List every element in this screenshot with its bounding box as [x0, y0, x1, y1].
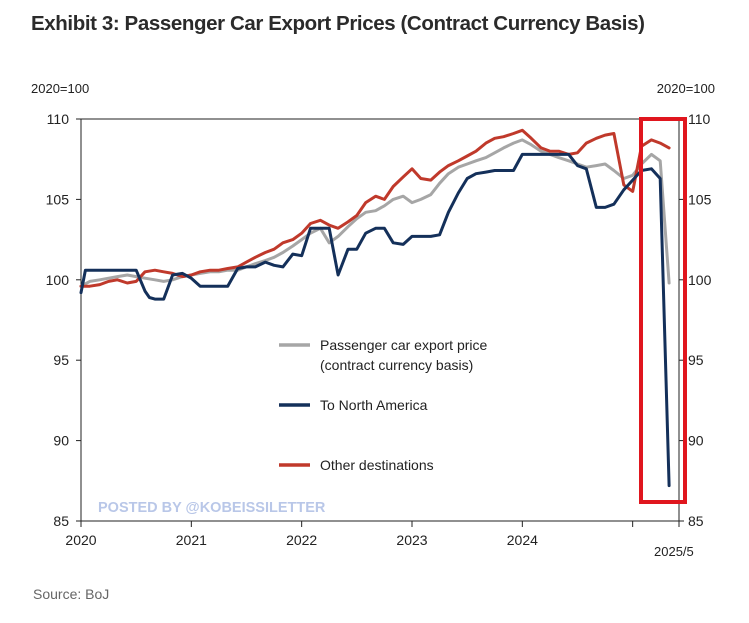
x-tick-label: 2024 [507, 532, 538, 548]
y-tick-label-left: 95 [53, 352, 69, 368]
legend-label-export-price: Passenger car export price (contract cur… [320, 337, 491, 373]
y-tick-label-right: 95 [688, 352, 704, 368]
legend-label-north-america: To North America [320, 397, 428, 413]
y-tick-label-left: 85 [53, 513, 69, 529]
plot-frame [80, 118, 680, 522]
legend-label-other: Other destinations [320, 457, 434, 473]
highlight-box [639, 117, 687, 504]
y-tick-label-left: 105 [46, 191, 70, 207]
y-tick-label-left: 90 [53, 433, 69, 449]
y-tick-label-right: 105 [688, 191, 712, 207]
watermark: POSTED BY @KOBEISSILETTER [98, 500, 326, 516]
y-tick-label-right: 85 [688, 513, 704, 529]
x-tick-label: 2022 [286, 532, 317, 548]
x-end-label: 2025/5 [654, 544, 694, 559]
y-tick-label-left: 110 [47, 111, 70, 127]
legend-line-2: (contract currency basis) [320, 357, 473, 373]
series-lines [79, 128, 671, 488]
series-line-north-america [79, 152, 671, 488]
axis-grid: 85 85 90 90 95 95 100 100 105 105 110 110 2020 2021 20… [46, 111, 712, 548]
x-tick-label: 2020 [65, 532, 96, 548]
source-note: Source: BoJ [33, 586, 110, 602]
y-tick-label-right: 110 [688, 111, 711, 127]
left-unit-label: 2020=100 [31, 81, 89, 96]
legend: Passenger car export price (contract cur… [279, 337, 491, 473]
x-tick-label: 2021 [176, 532, 207, 548]
right-unit-label: 2020=100 [657, 81, 715, 96]
legend-line-1: Passenger car export price [320, 337, 488, 353]
x-tick-label: 2023 [396, 532, 427, 548]
series-line-other-destinations [79, 128, 671, 288]
y-tick-label-left: 100 [46, 272, 70, 288]
y-tick-label-right: 100 [688, 272, 712, 288]
chart-title: Exhibit 3: Passenger Car Export Prices (… [31, 12, 645, 35]
series-line-export-price [79, 138, 671, 288]
y-tick-label-right: 90 [688, 433, 704, 449]
